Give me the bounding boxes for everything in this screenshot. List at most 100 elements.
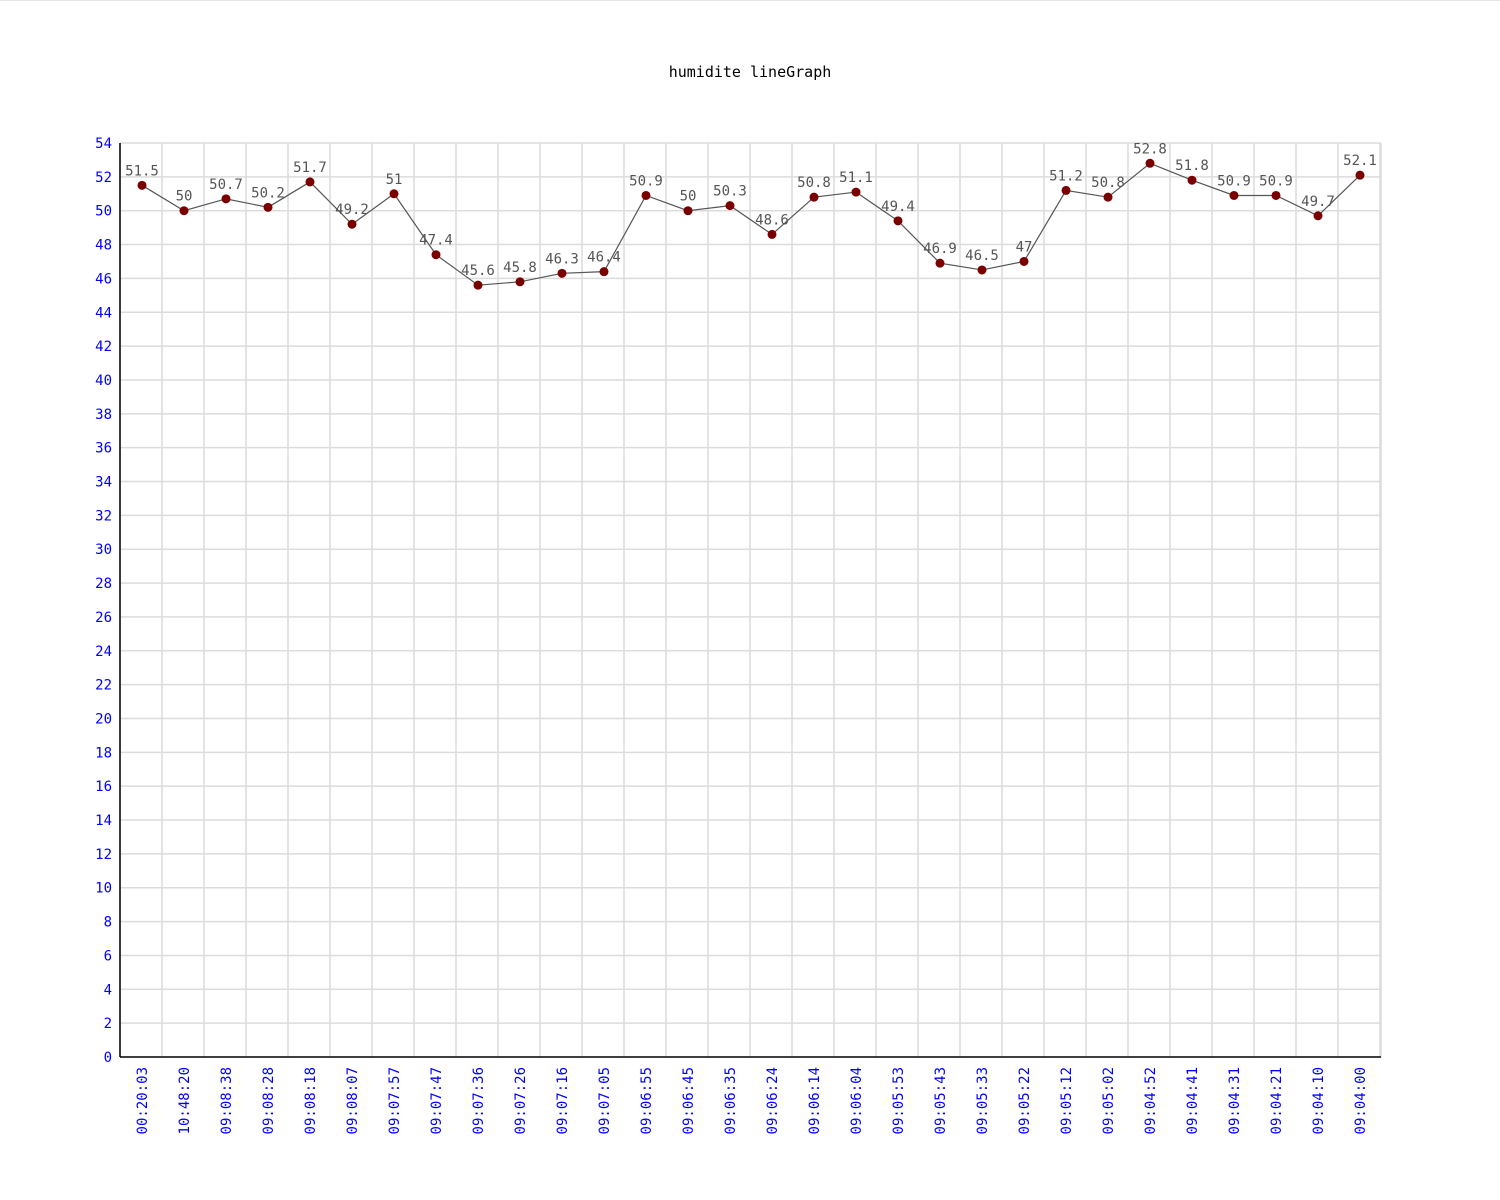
x-tick-label: 09:05:12 — [1059, 1067, 1075, 1134]
x-tick-label: 09:08:07 — [345, 1067, 361, 1134]
data-point — [1229, 190, 1239, 200]
axis-layer — [119, 143, 1381, 1058]
data-label: 47 — [1016, 239, 1033, 255]
x-tick-label: 09:06:14 — [807, 1067, 823, 1134]
data-label: 51.7 — [293, 160, 327, 176]
data-label: 50.9 — [1259, 173, 1293, 189]
marker-layer — [137, 158, 1365, 290]
data-point — [305, 177, 315, 187]
data-point — [767, 229, 777, 239]
data-point — [809, 192, 819, 202]
data-label: 45.8 — [503, 260, 537, 276]
x-tick-label: 00:20:03 — [135, 1067, 151, 1134]
x-tick-label: 09:06:04 — [849, 1067, 865, 1134]
data-point — [1271, 190, 1281, 200]
data-point — [1145, 158, 1155, 168]
y-tick-label: 28 — [95, 576, 112, 592]
data-label: 50.2 — [251, 185, 285, 201]
y-tick-label: 44 — [95, 305, 112, 321]
y-tick-label: 40 — [95, 373, 112, 389]
data-label: 46.5 — [965, 248, 999, 264]
series-line — [141, 162, 1361, 286]
data-point — [1061, 185, 1071, 195]
data-label: 51.5 — [125, 163, 159, 179]
data-point — [389, 189, 399, 199]
data-point — [1019, 256, 1029, 266]
data-point — [935, 258, 945, 268]
y-tick-label: 42 — [95, 339, 112, 355]
x-tick-label: 09:05:22 — [1017, 1067, 1033, 1134]
x-tick-label: 09:07:47 — [429, 1067, 445, 1134]
data-label: 50.7 — [209, 177, 243, 193]
data-label: 51.1 — [839, 170, 873, 186]
y-tick-label: 32 — [95, 508, 112, 524]
x-axis-ticks: 00:20:03 10:48:20 09:08:38 09:08:28 09:08:18… — [135, 1067, 1369, 1134]
x-tick-label: 09:06:24 — [765, 1067, 781, 1134]
y-tick-label: 12 — [95, 847, 112, 863]
y-tick-label: 36 — [95, 441, 112, 457]
data-point — [431, 250, 441, 260]
data-point — [599, 267, 609, 277]
y-tick-label: 24 — [95, 644, 112, 660]
y-tick-label: 20 — [95, 711, 112, 727]
series-layer — [141, 162, 1361, 286]
y-tick-label: 30 — [95, 542, 112, 558]
data-label: 52.8 — [1133, 141, 1167, 157]
data-point — [221, 194, 231, 204]
data-point — [1313, 211, 1323, 221]
y-tick-label: 8 — [104, 915, 112, 931]
data-label: 52.1 — [1343, 153, 1377, 169]
x-tick-label: 09:05:53 — [891, 1067, 907, 1134]
y-tick-label: 54 — [95, 136, 112, 152]
x-tick-label: 09:08:28 — [261, 1067, 277, 1134]
data-point — [1103, 192, 1113, 202]
x-tick-label: 09:08:38 — [219, 1067, 235, 1134]
data-label: 47.4 — [419, 233, 453, 249]
y-tick-label: 10 — [95, 881, 112, 897]
data-point — [977, 265, 987, 275]
x-tick-label: 09:07:16 — [555, 1067, 571, 1134]
data-point — [641, 190, 651, 200]
y-tick-label: 4 — [104, 982, 112, 998]
y-tick-label: 14 — [95, 813, 112, 829]
grid-layer — [119, 142, 1382, 1057]
x-tick-label: 09:07:26 — [513, 1067, 529, 1134]
x-tick-label: 09:07:57 — [387, 1067, 403, 1134]
x-tick-label: 09:04:21 — [1269, 1067, 1285, 1134]
data-point — [893, 216, 903, 226]
data-label: 49.4 — [881, 199, 915, 215]
x-tick-label: 10:48:20 — [177, 1067, 193, 1134]
x-tick-label: 09:04:41 — [1185, 1067, 1201, 1134]
data-point — [1355, 170, 1365, 180]
y-tick-label: 46 — [95, 271, 112, 287]
chart-title: humidite lineGraph — [668, 63, 832, 81]
data-label: 45.6 — [461, 263, 495, 279]
data-point — [851, 187, 861, 197]
data-point — [683, 206, 693, 216]
x-tick-label: 09:06:45 — [681, 1067, 697, 1134]
x-tick-label: 09:06:55 — [639, 1067, 655, 1134]
x-tick-label: 09:04:52 — [1143, 1067, 1159, 1134]
data-label: 46.9 — [923, 241, 957, 257]
data-point — [515, 277, 525, 287]
y-tick-label: 52 — [95, 170, 112, 186]
data-label: 51.8 — [1175, 158, 1209, 174]
data-label: 50.9 — [629, 173, 663, 189]
data-point — [1187, 175, 1197, 185]
data-point — [179, 206, 189, 216]
data-label: 50.3 — [713, 184, 747, 200]
data-label: 50.8 — [1091, 175, 1125, 191]
y-tick-label: 16 — [95, 779, 112, 795]
data-label: 50.9 — [1217, 173, 1251, 189]
data-label: 49.7 — [1301, 194, 1335, 210]
x-tick-label: 09:06:35 — [723, 1067, 739, 1134]
data-point — [347, 219, 357, 229]
data-label: 46.4 — [587, 250, 621, 266]
y-tick-label: 6 — [104, 948, 112, 964]
x-tick-label: 09:04:31 — [1227, 1067, 1243, 1134]
data-point — [473, 280, 483, 290]
data-label: 50 — [176, 189, 193, 205]
y-tick-label: 22 — [95, 678, 112, 694]
